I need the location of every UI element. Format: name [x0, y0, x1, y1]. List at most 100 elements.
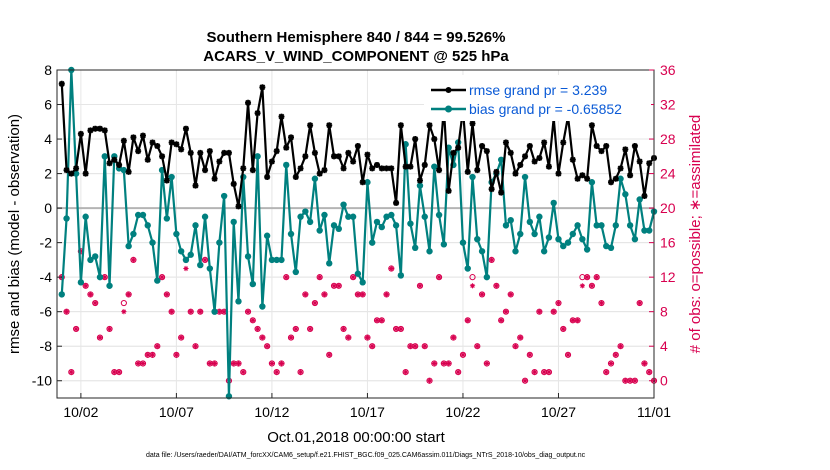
rmse-point: [412, 136, 419, 143]
bias-point: [636, 196, 643, 203]
obs-assimilated-marker: [474, 343, 480, 349]
bias-point: [278, 256, 285, 264]
rmse-point: [631, 142, 638, 149]
rmse-point: [622, 146, 629, 153]
obs-assimilated-marker: [479, 291, 485, 298]
obs-assimilated-marker: [584, 274, 590, 280]
rmse-point: [58, 80, 65, 87]
obs-assimilated-marker: [632, 378, 638, 384]
legend-box: [424, 75, 651, 121]
bias-point: [540, 248, 548, 255]
bias-point: [177, 248, 185, 255]
y2-tick-label: 28: [660, 131, 676, 147]
bias-point: [536, 213, 543, 220]
obs-assimilated-marker: [278, 360, 285, 367]
bias-point: [206, 265, 214, 272]
obs-assimilated-marker: [574, 317, 581, 323]
rmse-point: [254, 110, 261, 117]
obs-assimilated-marker: [145, 352, 151, 358]
obs-assimilated-marker: [288, 334, 294, 341]
rmse-point: [531, 158, 538, 165]
y2-tick-label: 24: [660, 166, 676, 182]
rmse-point: [144, 156, 151, 163]
rmse-point: [96, 125, 103, 132]
y-tick-label: 4: [44, 131, 52, 147]
rmse-point: [192, 182, 199, 189]
bias-point: [569, 230, 577, 238]
rmse-point: [321, 167, 328, 174]
chart-subtitle: ACARS_V_WIND_COMPONENT @ 525 hPa: [203, 48, 509, 65]
rmse-point: [82, 170, 89, 177]
rmse-point: [402, 163, 409, 170]
bias-point: [340, 201, 347, 208]
rmse-point: [574, 175, 581, 182]
x-axis-label: Oct.01,2018 00:00:00 start: [267, 429, 445, 446]
obs-possible-marker: [120, 299, 127, 307]
y-tick-label: 6: [44, 97, 52, 113]
obs-assimilated-marker: [169, 309, 175, 315]
rmse-point: [636, 158, 643, 165]
rmse-point: [187, 149, 194, 156]
bias-point: [421, 213, 428, 220]
obs-assimilated-marker: [197, 309, 203, 315]
obs-assimilated-marker: [617, 343, 624, 349]
obs-assimilated-marker: [235, 360, 242, 367]
rmse-point: [627, 172, 634, 179]
bias-point: [187, 251, 194, 258]
obs-assimilated-marker: [369, 343, 375, 349]
obs-assimilated-marker: [460, 352, 466, 358]
obs-assimilated-marker: [426, 378, 433, 384]
obs-assimilated-marker: [149, 352, 156, 358]
rmse-point: [426, 122, 433, 129]
rmse-point: [202, 167, 209, 174]
rmse-point: [436, 167, 443, 174]
obs-assimilated-marker: [135, 360, 141, 367]
obs-assimilated-marker: [570, 317, 576, 323]
bias-point: [612, 222, 619, 229]
bias-point: [63, 215, 70, 222]
bias-point: [631, 235, 639, 243]
legend: rmse grand pr = 3.239 bias grand pr = -0…: [424, 75, 651, 121]
bias-point: [397, 272, 405, 279]
obs-assimilated-marker: [159, 274, 165, 280]
obs-assimilated-marker: [216, 309, 222, 315]
obs-assimilated-marker: [212, 360, 218, 367]
rmse-point: [206, 148, 213, 155]
rmse-point: [235, 203, 242, 210]
bias-point: [407, 220, 414, 227]
rmse-point: [493, 168, 500, 175]
rmse-point: [268, 158, 275, 165]
bias-point: [474, 235, 481, 243]
obs-assimilated-marker: [173, 352, 179, 358]
rmse-point: [512, 170, 519, 177]
rmse-point: [407, 163, 414, 170]
obs-assimilated-marker: [130, 257, 137, 263]
bias-point: [369, 239, 376, 246]
bias-point: [273, 256, 280, 264]
rmse-point: [445, 187, 452, 194]
rmse-point: [345, 149, 352, 156]
rmse-point: [393, 199, 400, 206]
rmse-point: [139, 132, 146, 139]
rmse-point: [149, 139, 156, 146]
rmse-point: [579, 172, 586, 179]
bias-point: [550, 199, 557, 207]
obs-assimilated-marker: [221, 309, 227, 315]
bias-point: [225, 393, 233, 400]
obs-assimilated-marker: [312, 300, 318, 306]
bias-point: [149, 239, 156, 246]
obs-assimilated-marker: [87, 291, 94, 298]
x-axis: 10/02 10/07 10/12 10/17 10/22 10/27 11/01: [63, 393, 671, 420]
rmse-point: [502, 139, 509, 146]
rmse-point: [421, 161, 428, 168]
bias-point: [507, 216, 514, 224]
y2-tick-label: 8: [660, 304, 668, 320]
legend-bias-label: bias grand pr = -0.65852: [469, 101, 622, 117]
rmse-point: [125, 168, 132, 175]
obs-assimilated-marker: [302, 291, 308, 298]
rmse-point: [474, 167, 481, 174]
bias-point: [478, 248, 486, 255]
rmse-point: [163, 177, 170, 184]
bias-point: [144, 222, 151, 229]
rmse-point: [354, 142, 361, 149]
